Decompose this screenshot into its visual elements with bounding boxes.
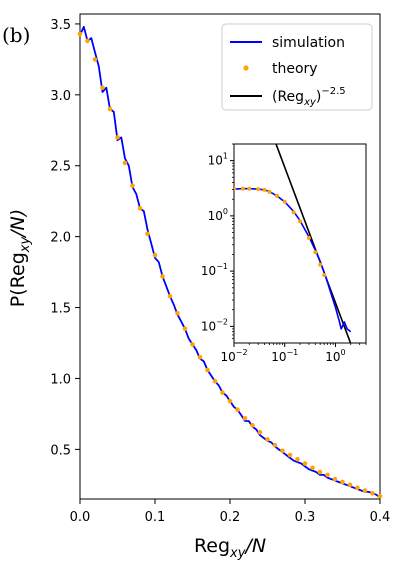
inset-y-tick-label: 10−1 [201, 262, 228, 278]
theory-point [280, 448, 285, 454]
x-tick-label: 0.1 [145, 510, 166, 525]
theory-point [317, 469, 323, 475]
inset-theory-point [256, 187, 261, 192]
inset-theory-point [240, 186, 245, 191]
theory-point [272, 442, 278, 448]
theory-point [362, 488, 368, 493]
inset-theory-point [306, 235, 311, 240]
main-ticks: 0.0 0.1 0.2 0.3 0.4 0.5 1.0 1.5 2.0 2.5 3.0 3.5 [50, 18, 390, 525]
inset-x-tick-label: 10−2 [220, 348, 247, 364]
y-tick-label: 0.5 [50, 443, 71, 458]
inset-x-tick-label: 10−1 [271, 348, 298, 364]
y-tick-label: 3.5 [50, 18, 71, 33]
theory-point [175, 310, 180, 316]
x-tick-label: 0.4 [370, 510, 391, 525]
theory-point [220, 390, 225, 395]
legend-box [221, 23, 373, 111]
theory-point [250, 423, 255, 428]
inset-theory-point [313, 250, 318, 255]
inset-theory-point [322, 273, 327, 277]
inset-theory-point [234, 186, 236, 191]
y-tick-label: 1.0 [50, 372, 71, 387]
theory-point [355, 485, 360, 491]
legend-powerlaw-label: (Regxy)−2.5 [272, 86, 346, 108]
y-tick-label: 3.0 [50, 89, 71, 104]
inset-y-tick-label: 10−2 [201, 317, 228, 333]
theory-point [115, 135, 120, 140]
x-tick-label: 0.3 [295, 510, 316, 525]
y-tick-label: 1.5 [50, 302, 71, 317]
inset-theory-point [274, 193, 279, 198]
theory-point [287, 452, 293, 458]
inset-powerlaw-line [275, 144, 352, 343]
theory-point [370, 491, 375, 496]
theory-point [100, 85, 105, 90]
panel-label: (b) [2, 23, 30, 47]
inset-chart: 10−2 10−1 100 101 100 10−1 10−2 [201, 143, 367, 364]
inset-theory-point [298, 219, 302, 224]
theory-point [145, 231, 150, 237]
theory-point [137, 206, 143, 211]
inset-theory-point [247, 186, 252, 191]
legend-theory-swatch [243, 65, 249, 71]
theory-point [190, 342, 195, 347]
theory-point [295, 457, 300, 462]
theory-point [377, 493, 383, 499]
theory-point [227, 398, 233, 404]
theory-point [197, 354, 203, 360]
inset-theory-point [291, 210, 296, 215]
theory-point [122, 160, 128, 166]
x-tick-label: 0.2 [220, 510, 241, 525]
theory-point [242, 415, 248, 421]
y-tick-label: 2.0 [50, 231, 71, 246]
theory-point [85, 38, 90, 44]
inset-ticks: 10−2 10−1 100 101 100 10−1 10−2 [201, 143, 367, 364]
theory-point [182, 326, 188, 332]
x-axis-label: Regxy/N [194, 535, 266, 561]
inset-series [234, 144, 352, 343]
theory-point [77, 31, 83, 37]
theory-point [130, 183, 135, 188]
inset-theory-point [267, 189, 272, 194]
theory-point [332, 476, 338, 482]
theory-point [167, 293, 173, 299]
legend-theory-label: theory [272, 61, 318, 77]
theory-point [340, 479, 345, 485]
theory-point [107, 106, 113, 112]
y-tick-label: 2.5 [50, 160, 71, 175]
theory-point [212, 379, 218, 384]
legend: simulation theory (Regxy)−2.5 [221, 23, 373, 111]
theory-point [235, 407, 240, 413]
theory-point [205, 367, 210, 373]
y-axis-label: P(Regxy/N) [7, 209, 33, 307]
inset-y-tick-label: 100 [208, 207, 228, 223]
inset-theory-point [318, 262, 323, 267]
theory-point [325, 472, 330, 478]
inset-theory-point [262, 187, 267, 192]
inset-y-tick-label: 101 [208, 152, 228, 168]
theory-point [347, 482, 353, 488]
theory-point [257, 430, 263, 435]
inset-x-tick-label: 100 [325, 348, 345, 364]
main-series [77, 25, 383, 499]
theory-point [310, 465, 315, 471]
inset-frame [233, 143, 367, 344]
x-tick-label: 0.0 [70, 510, 91, 525]
theory-point [152, 252, 158, 258]
inset-theory-point [282, 199, 287, 204]
theory-point [265, 437, 270, 442]
legend-simulation-label: simulation [272, 35, 345, 51]
theory-point [92, 57, 98, 62]
theory-point [160, 274, 165, 279]
theory-point [302, 461, 308, 466]
